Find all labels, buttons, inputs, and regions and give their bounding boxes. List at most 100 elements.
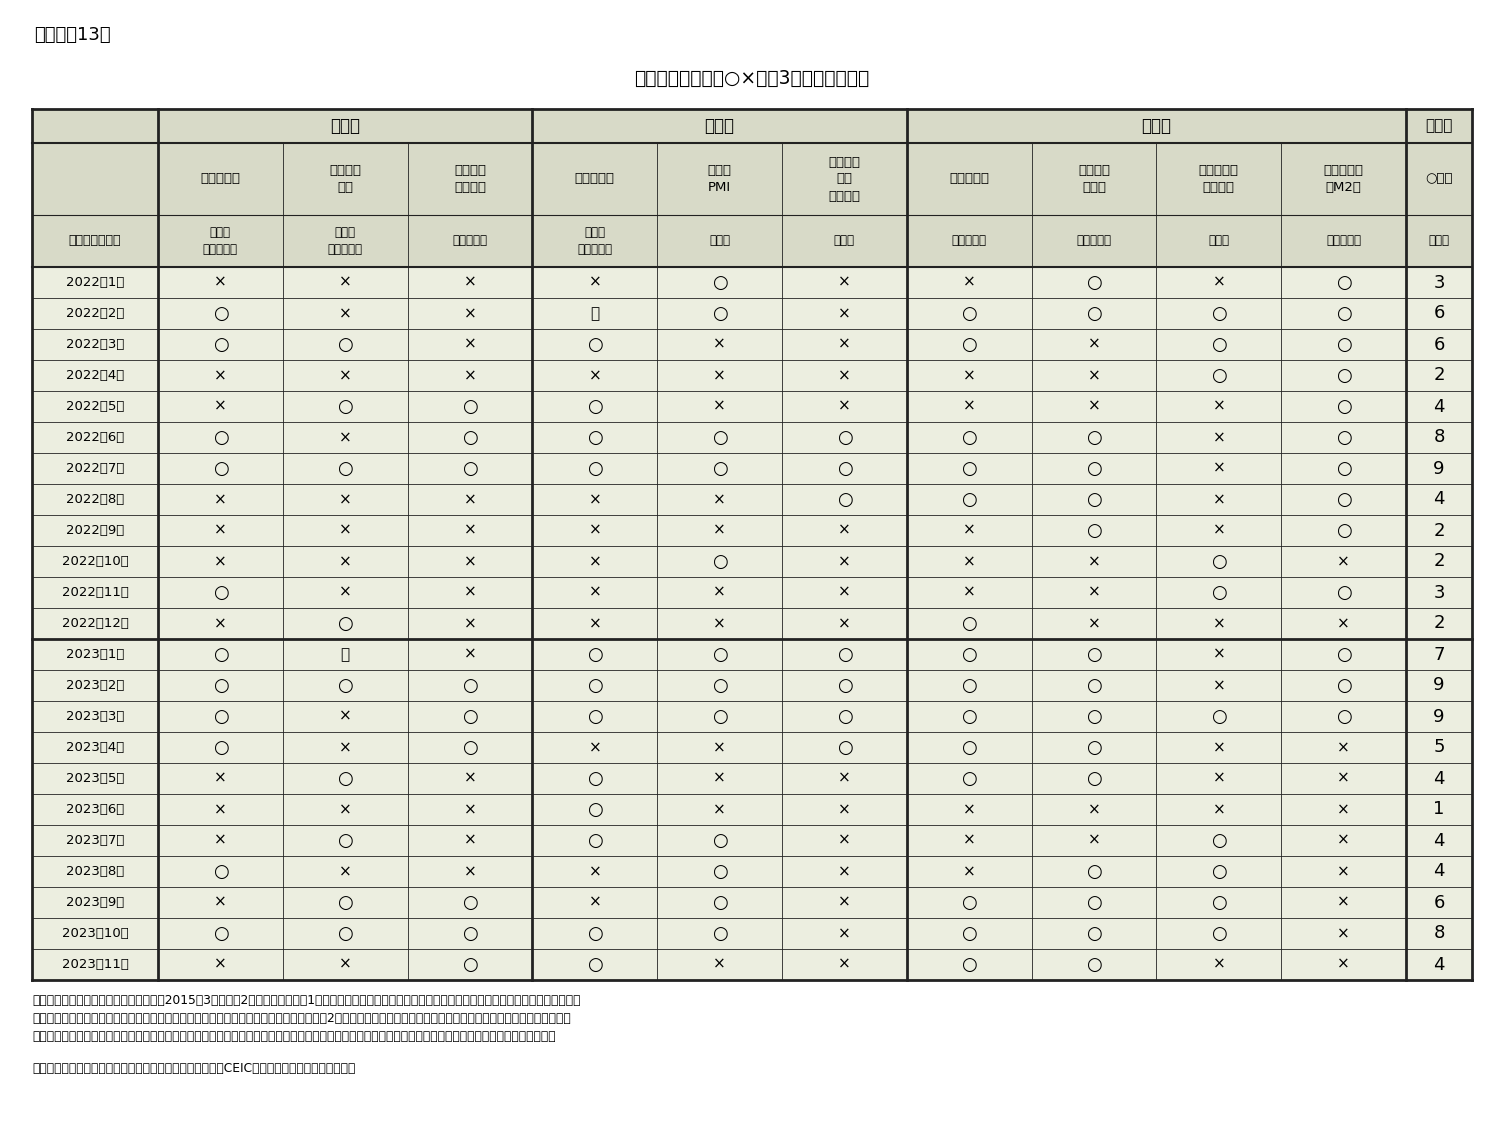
Text: ○: ○ [212, 707, 229, 726]
Text: （図表－13）: （図表－13） [35, 26, 111, 44]
Text: ×: × [1337, 555, 1351, 569]
Text: ×: × [713, 585, 726, 600]
Text: （点）: （点） [1429, 235, 1450, 248]
Text: 前年同月比: 前年同月比 [1327, 235, 1361, 248]
Text: 2023年5月: 2023年5月 [66, 772, 125, 785]
Text: ×: × [338, 555, 352, 569]
Text: ○: ○ [1336, 366, 1352, 385]
Text: ×: × [1212, 802, 1226, 817]
Text: ×: × [1337, 895, 1351, 911]
Text: ○: ○ [961, 769, 978, 787]
Text: ○: ○ [711, 893, 728, 912]
Text: ×: × [338, 523, 352, 539]
Text: ×: × [838, 833, 851, 848]
Text: ×: × [1212, 275, 1226, 290]
Text: ○: ○ [1336, 460, 1352, 477]
Text: ○: ○ [1086, 274, 1102, 291]
Text: ×: × [463, 647, 477, 662]
Text: ○: ○ [587, 955, 603, 973]
Text: ○: ○ [1211, 583, 1227, 601]
Text: 時期が不安定になってきたことやエネルギー改革の影響が大き過ぎると判断したことなどから「道路」に変更した。以上の変更は過去に遡って実施している。: 時期が不安定になってきたことやエネルギー改革の影響が大き過ぎると判断したことなど… [32, 1030, 555, 1043]
Text: ×: × [1212, 678, 1226, 693]
Text: ○: ○ [587, 335, 603, 354]
Text: ×: × [713, 337, 726, 353]
Text: ○: ○ [1211, 366, 1227, 385]
Text: ×: × [463, 492, 477, 507]
Text: ×: × [1337, 957, 1351, 972]
Text: ○: ○ [337, 769, 353, 787]
Text: ×: × [838, 523, 851, 539]
Text: ×: × [1087, 802, 1101, 817]
Text: ×: × [1212, 492, 1226, 507]
Text: ×: × [838, 957, 851, 972]
Text: ○: ○ [1086, 924, 1102, 942]
Text: ×: × [1087, 833, 1101, 848]
Text: 景気評価総括表（○×表、3ヵ月前と対比）: 景気評価総括表（○×表、3ヵ月前と対比） [635, 68, 869, 88]
Text: ×: × [214, 771, 227, 786]
Text: ×: × [838, 864, 851, 879]
Text: ○: ○ [711, 305, 728, 323]
Text: ×: × [588, 616, 602, 631]
Text: ○: ○ [337, 335, 353, 354]
Text: 1: 1 [1433, 801, 1445, 818]
Text: ×: × [1337, 833, 1351, 848]
Text: ×: × [1212, 399, 1226, 414]
Text: 2022年1月: 2022年1月 [66, 276, 125, 289]
Text: ×: × [463, 523, 477, 539]
Text: ○: ○ [836, 677, 853, 695]
Text: 2022年7月: 2022年7月 [66, 462, 125, 475]
Text: ×: × [713, 741, 726, 755]
Text: ×: × [963, 399, 976, 414]
Text: ○: ○ [1086, 646, 1102, 664]
Text: ○: ○ [711, 646, 728, 664]
Text: ×: × [338, 709, 352, 725]
Text: ×: × [963, 802, 976, 817]
Text: 4: 4 [1433, 397, 1445, 415]
Text: ○: ○ [836, 646, 853, 664]
Text: ○: ○ [1086, 677, 1102, 695]
Text: ×: × [838, 926, 851, 941]
Text: 2: 2 [1433, 552, 1445, 570]
Text: 6: 6 [1433, 335, 1445, 354]
Text: 4: 4 [1433, 769, 1445, 787]
Bar [32, 143, 1472, 215]
Text: ○: ○ [1211, 832, 1227, 850]
Text: 2023年2月: 2023年2月 [66, 679, 125, 691]
Text: ×: × [838, 895, 851, 911]
Text: ○: ○ [587, 646, 603, 664]
Text: ○: ○ [1336, 707, 1352, 726]
Text: ×: × [214, 369, 227, 383]
Text: ×: × [588, 275, 602, 290]
Text: ×: × [838, 771, 851, 786]
Text: ×: × [214, 616, 227, 631]
Text: 2022年9月: 2022年9月 [66, 524, 125, 537]
Text: ○: ○ [1336, 491, 1352, 509]
Text: ×: × [1212, 957, 1226, 972]
Text: ×: × [1087, 616, 1101, 631]
Text: ○: ○ [587, 769, 603, 787]
Text: ○の数: ○の数 [1426, 172, 1453, 186]
Text: 道路貨物
輸送量: 道路貨物 輸送量 [1078, 164, 1110, 194]
Text: 2022年8月: 2022年8月 [66, 493, 125, 505]
Text: ×: × [338, 585, 352, 600]
Text: ×: × [588, 895, 602, 911]
Text: ○: ○ [337, 893, 353, 912]
Text: ×: × [463, 802, 477, 817]
Text: ×: × [463, 864, 477, 879]
Text: ○: ○ [961, 924, 978, 942]
Text: ○: ○ [212, 429, 229, 446]
Text: ×: × [1337, 741, 1351, 755]
Text: ×: × [214, 957, 227, 972]
Text: ○: ○ [337, 460, 353, 477]
Text: ○: ○ [711, 863, 728, 881]
Text: 前月比: 前月比 [1208, 235, 1229, 248]
Text: ×: × [1212, 430, 1226, 445]
Text: ○: ○ [212, 460, 229, 477]
Text: ○: ○ [961, 305, 978, 323]
Text: ×: × [838, 616, 851, 631]
Text: 前月比
（季調値）: 前月比 （季調値） [203, 226, 238, 256]
Text: ×: × [463, 337, 477, 353]
Text: 前年同月比: 前年同月比 [952, 235, 987, 248]
Text: ×: × [463, 616, 477, 631]
Text: ○: ○ [1211, 707, 1227, 726]
